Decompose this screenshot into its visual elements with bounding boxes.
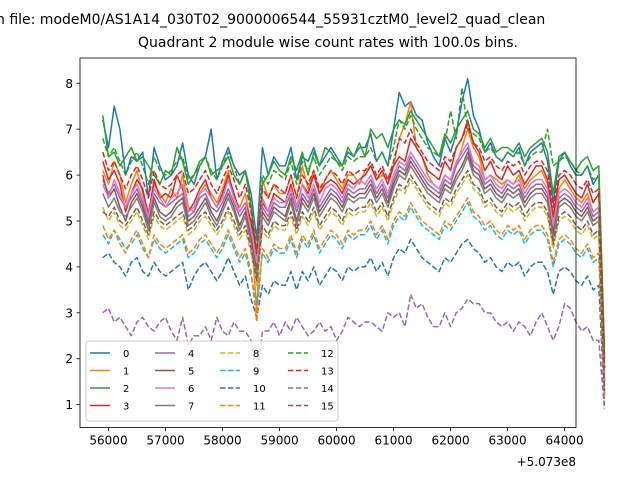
series-11-line — [102, 197, 606, 401]
x-tick-label: 58000 — [203, 434, 241, 448]
series-layer — [102, 77, 606, 410]
y-tick-label: 3 — [65, 306, 73, 320]
x-tick-label: 64000 — [546, 434, 584, 448]
series-8-line — [102, 174, 606, 391]
legend-label-11: 11 — [253, 402, 266, 413]
x-tick-label: 59000 — [260, 434, 298, 448]
legend-label-13: 13 — [321, 367, 334, 378]
y-tick-label: 7 — [65, 123, 73, 137]
legend-label-6: 6 — [188, 384, 194, 395]
legend-label-0: 0 — [123, 349, 129, 360]
chart-title: Quadrant 2 module wise count rates with … — [138, 35, 518, 51]
legend-label-3: 3 — [123, 402, 129, 413]
series-5-line — [102, 151, 606, 382]
y-tick-label: 8 — [65, 77, 73, 91]
series-6-line — [102, 142, 606, 373]
y-tick-label: 4 — [65, 260, 73, 274]
series-10-line — [102, 238, 606, 405]
axes-frame — [79, 57, 577, 429]
y-tick-label: 6 — [65, 169, 73, 183]
x-tick-label: 63000 — [488, 434, 526, 448]
y-tick-label: 5 — [65, 214, 73, 228]
series-7-line — [102, 155, 606, 387]
legend-label-7: 7 — [188, 402, 194, 413]
series-1-line — [102, 100, 606, 396]
series-9-line — [102, 201, 606, 396]
series-15-line — [102, 169, 606, 391]
y-tick-label: 2 — [65, 352, 73, 366]
x-tick-label: 60000 — [317, 434, 355, 448]
x-tick-label: 61000 — [374, 434, 412, 448]
series-14-line — [102, 293, 606, 410]
figure-suptitle-text: n file: modeM0/AS1A14_030T02_9000006544_… — [0, 12, 546, 28]
legend-box — [85, 340, 339, 422]
legend-label-12: 12 — [321, 349, 334, 360]
ticks-layer: 56000 57000 58000 59000 60000 61000 62000 63000… — [65, 77, 583, 448]
series-4-line — [102, 146, 606, 378]
series-12-line — [102, 87, 606, 364]
x-tick-label: 57000 — [146, 434, 184, 448]
legend-label-10: 10 — [253, 384, 266, 395]
legend-label-9: 9 — [253, 367, 259, 378]
series-0-line — [102, 77, 606, 359]
legend-label-2: 2 — [123, 384, 129, 395]
legend-label-4: 4 — [188, 349, 194, 360]
legend-label-15: 15 — [321, 402, 334, 413]
legend-label-8: 8 — [253, 349, 259, 360]
figure-suptitle: n file: modeM0/AS1A14_030T02_9000006544_… — [0, 12, 640, 30]
legend-label-14: 14 — [321, 384, 334, 395]
series-2-line — [102, 110, 606, 350]
y-tick-label: 1 — [65, 398, 73, 412]
x-tick-label: 56000 — [89, 434, 127, 448]
x-tick-label: 62000 — [431, 434, 469, 448]
legend-label-5: 5 — [188, 367, 194, 378]
x-offset-label: +5.073e8 — [517, 455, 576, 469]
legend-label-1: 1 — [123, 367, 129, 378]
